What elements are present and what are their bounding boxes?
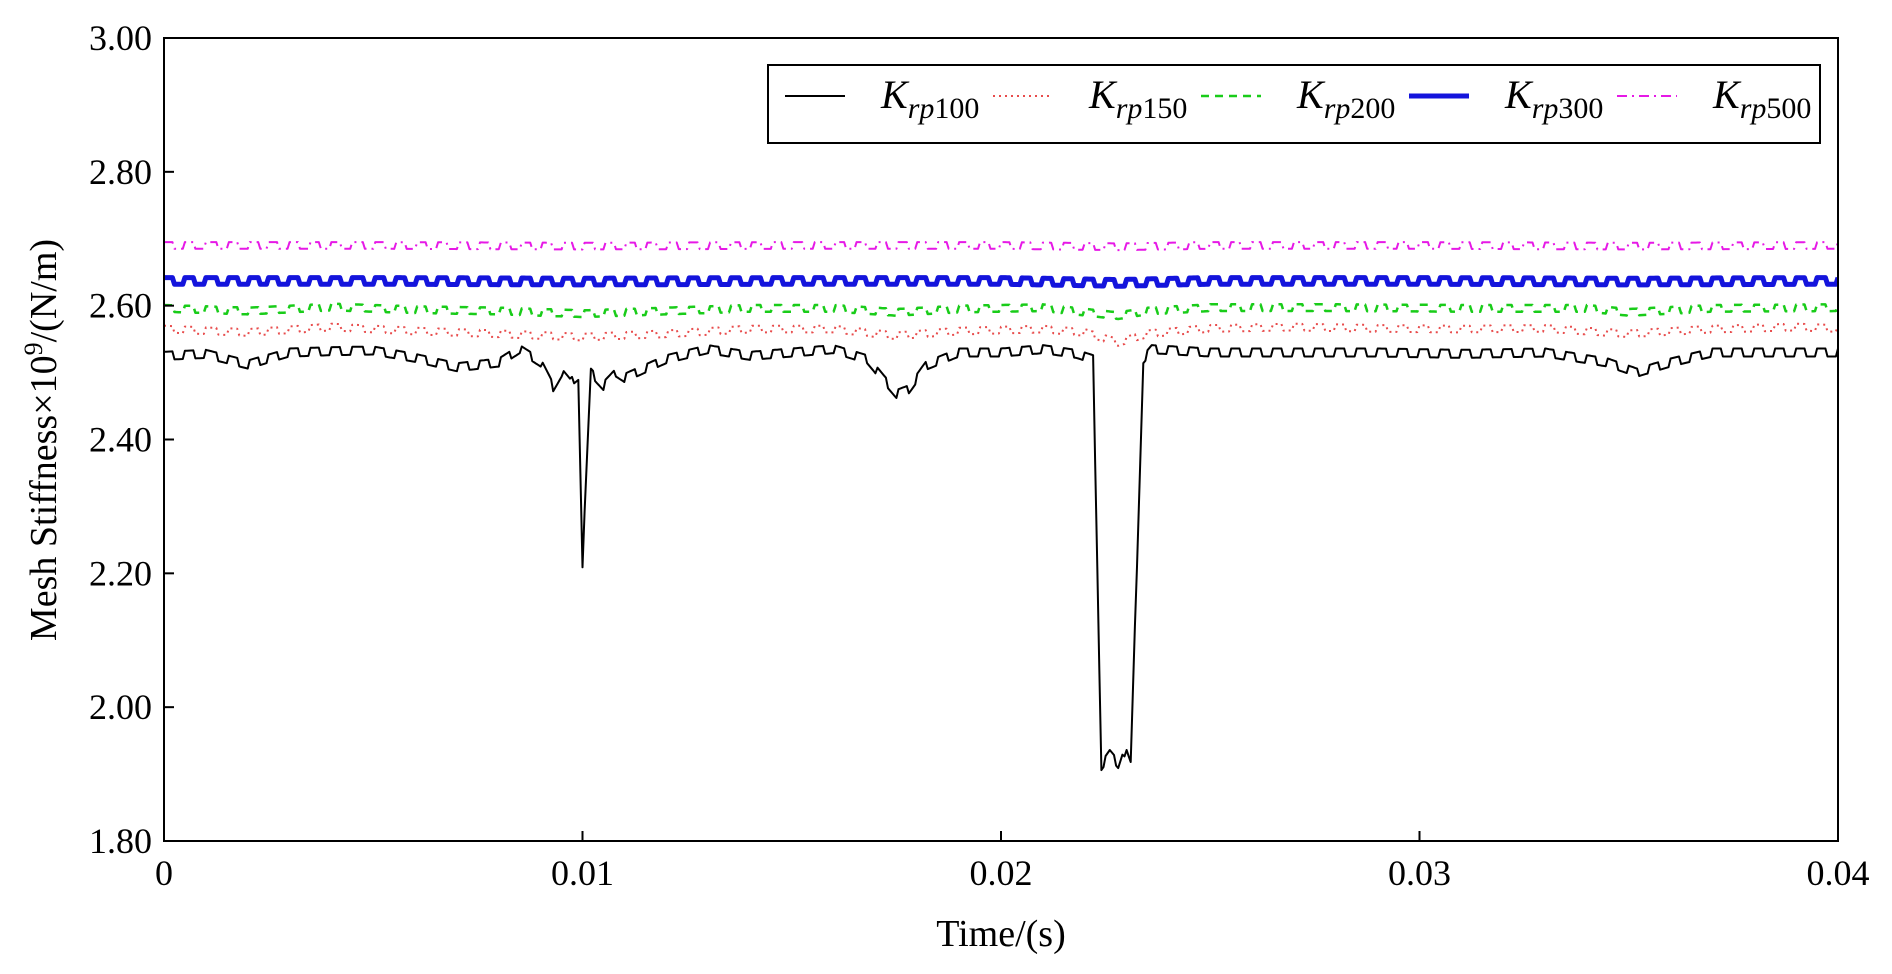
y-axis-label-suffix: /(N/m) <box>23 239 65 342</box>
y-axis-label-sup: 9 <box>19 342 48 355</box>
series-line-krp300 <box>164 275 1838 289</box>
x-axis-label: Time/(s) <box>936 913 1066 955</box>
x-tick-label-3: 0.03 <box>1388 853 1451 893</box>
x-tick-label-0: 0 <box>155 853 173 893</box>
series-line-krp150 <box>164 322 1838 347</box>
legend-label-krp100: Krp100 <box>880 72 979 125</box>
plot-frame <box>163 37 1839 842</box>
y-tick-label-2: 2.20 <box>89 553 152 593</box>
legend-label-krp200: Krp200 <box>1296 72 1395 125</box>
y-tick-label-0: 1.80 <box>89 821 152 861</box>
series-layer <box>164 241 1838 772</box>
series-line-krp200 <box>164 302 1838 321</box>
y-axis-label-prefix: Mesh Stiffness×10 <box>23 355 65 641</box>
y-tick-label-6: 3.00 <box>89 18 152 58</box>
legend-label-krp500: Krp500 <box>1712 72 1811 125</box>
y-tick-label-4: 2.60 <box>89 286 152 326</box>
y-tick-label-3: 2.40 <box>89 420 152 460</box>
legend-label-krp300: Krp300 <box>1504 72 1603 125</box>
legend-box <box>767 64 1821 144</box>
legend-label-krp150: Krp150 <box>1088 72 1187 125</box>
y-axis-ticks: 1.80 2.00 2.20 2.40 2.60 2.80 3.00 <box>89 18 174 861</box>
series-line-krp100 <box>164 344 1838 772</box>
x-tick-label-2: 0.02 <box>970 853 1033 893</box>
y-axis-label: Mesh Stiffness×109/(N/m) <box>19 239 65 641</box>
legend: Krp100 Krp150 Krp200 Krp300 Krp500 <box>767 64 1821 144</box>
x-tick-label-4: 0.04 <box>1807 853 1870 893</box>
series-line-krp500 <box>164 241 1838 252</box>
y-tick-label-5: 2.80 <box>89 152 152 192</box>
x-axis-ticks: 0 0.01 0.02 0.03 0.04 <box>155 831 1870 893</box>
x-tick-label-1: 0.01 <box>551 853 614 893</box>
y-tick-label-1: 2.00 <box>89 687 152 727</box>
